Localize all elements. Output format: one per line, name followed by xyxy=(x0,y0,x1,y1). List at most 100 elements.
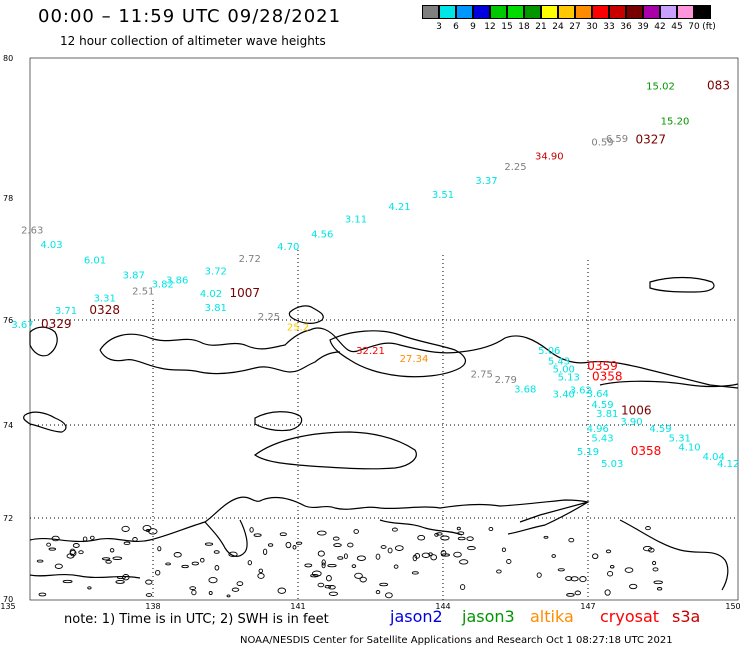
legend-swatch xyxy=(643,5,660,19)
legend-tick-label: 30 xyxy=(586,22,598,32)
wave-height-label: 15.20 xyxy=(661,117,690,128)
lat-label-70: 70 xyxy=(3,595,13,604)
lake-outline xyxy=(380,545,387,549)
lake-outline xyxy=(592,553,599,560)
pass-time-label: 0358 xyxy=(631,444,662,458)
wave-height-label: 34.90 xyxy=(535,152,564,163)
wave-height-label: 4.59 xyxy=(591,400,613,411)
lake-outline xyxy=(375,590,381,595)
legend-swatch xyxy=(677,5,694,19)
lake-outline xyxy=(321,562,326,569)
wave-height-label: 4.04 xyxy=(703,452,725,463)
wave-height-label: 3.82 xyxy=(152,280,174,291)
wave-height-label: 3.81 xyxy=(596,409,618,420)
lake-outline xyxy=(379,582,389,587)
legend-swatch xyxy=(609,5,626,19)
lake-outline xyxy=(440,535,450,541)
lake-outline xyxy=(122,574,130,581)
lake-outline xyxy=(292,545,297,550)
coastline-yana-bay xyxy=(204,519,248,557)
wave-height-label: 3.68 xyxy=(514,384,536,395)
lake-outline xyxy=(310,574,319,578)
lake-outline xyxy=(191,589,197,596)
lake-outline xyxy=(321,559,326,566)
lake-outline xyxy=(324,585,332,589)
legend-tick-label: 15 xyxy=(501,22,513,32)
lake-outline xyxy=(327,563,337,568)
latitude-labels: 80 78 76 74 72 70 xyxy=(3,54,13,604)
satellite-legend-jason3: jason3 xyxy=(462,607,515,626)
lake-outline xyxy=(89,535,95,540)
lake-outline xyxy=(436,532,443,536)
pass-time-label: 0328 xyxy=(89,303,120,317)
legend-tick-label: 39 xyxy=(637,22,649,32)
lake-outline xyxy=(456,526,461,531)
lake-outline xyxy=(488,526,494,532)
wave-height-label: 2.75 xyxy=(471,370,493,381)
wave-height-label: 5.19 xyxy=(577,447,599,458)
lat-label-78: 78 xyxy=(3,194,13,203)
wave-height-label: 3.51 xyxy=(432,190,454,201)
wave-height-label: 2.63 xyxy=(21,225,43,236)
lake-outline xyxy=(466,536,474,542)
satellite-legend-cryosat: cryosat xyxy=(600,607,660,626)
wave-height-label: 3.67 xyxy=(11,320,33,331)
graticule xyxy=(30,250,738,600)
lon-label-144: 144 xyxy=(435,602,450,611)
wave-height-label: 27.34 xyxy=(400,354,429,365)
wave-height-label: 5.31 xyxy=(669,433,691,444)
lake-outline xyxy=(145,579,153,585)
lake-outline xyxy=(69,548,76,556)
legend-tick-label: 21 xyxy=(535,22,547,32)
lake-outline xyxy=(257,572,265,579)
legend-tick-label: 36 xyxy=(620,22,632,32)
lake-outline xyxy=(262,548,268,555)
legend-swatch xyxy=(490,5,507,19)
lake-outline xyxy=(226,594,231,598)
lake-outline xyxy=(317,582,325,588)
wave-height-label: 2.25 xyxy=(504,162,526,173)
lake-outline xyxy=(629,583,638,590)
lake-outline xyxy=(258,568,264,574)
wave-height-label: 0.59 xyxy=(591,138,613,149)
lake-outline xyxy=(295,541,303,545)
wave-height-label: 3.62 xyxy=(570,386,592,397)
coastline-siberia-mainland xyxy=(29,496,590,543)
lake-outline xyxy=(62,579,73,584)
lake-outline xyxy=(123,541,131,545)
lake-outline xyxy=(105,559,112,564)
lat-label-76: 76 xyxy=(3,316,13,325)
lon-label-147: 147 xyxy=(580,602,595,611)
coastline-bennett xyxy=(288,305,324,324)
wave-height-label: 3.86 xyxy=(166,275,188,286)
lake-outline xyxy=(652,567,659,572)
lake-outline xyxy=(356,555,366,561)
lat-label-72: 72 xyxy=(3,514,13,523)
lake-outline xyxy=(228,551,238,557)
wave-height-label: 2.79 xyxy=(495,375,517,386)
lake-outline xyxy=(568,537,575,543)
lake-outline xyxy=(624,567,634,573)
lake-outline xyxy=(112,556,123,560)
wave-height-label: 5.43 xyxy=(548,357,570,368)
lake-outline xyxy=(642,545,653,552)
lake-outline xyxy=(393,564,399,569)
legend-tick-label: 18 xyxy=(518,22,530,32)
lake-outline xyxy=(375,553,381,560)
legend-swatch xyxy=(524,5,541,19)
lake-outline xyxy=(459,584,466,591)
coastline-east-island xyxy=(599,380,739,388)
lake-outline xyxy=(208,576,218,584)
lat-label-74: 74 xyxy=(3,421,13,430)
pass-time-label: 1006 xyxy=(621,404,652,418)
lake-outline xyxy=(279,532,287,537)
coastline-henrietta xyxy=(29,326,58,357)
legend-tick-label: 9 xyxy=(470,22,476,32)
lake-outline xyxy=(387,547,393,554)
pass-time-label: 1007 xyxy=(230,286,261,300)
lake-outline xyxy=(347,542,354,548)
legend-unit-label: (ft) xyxy=(702,22,716,32)
legend-swatch xyxy=(575,5,592,19)
lake-outline xyxy=(605,549,612,554)
legend-swatch xyxy=(592,5,609,19)
